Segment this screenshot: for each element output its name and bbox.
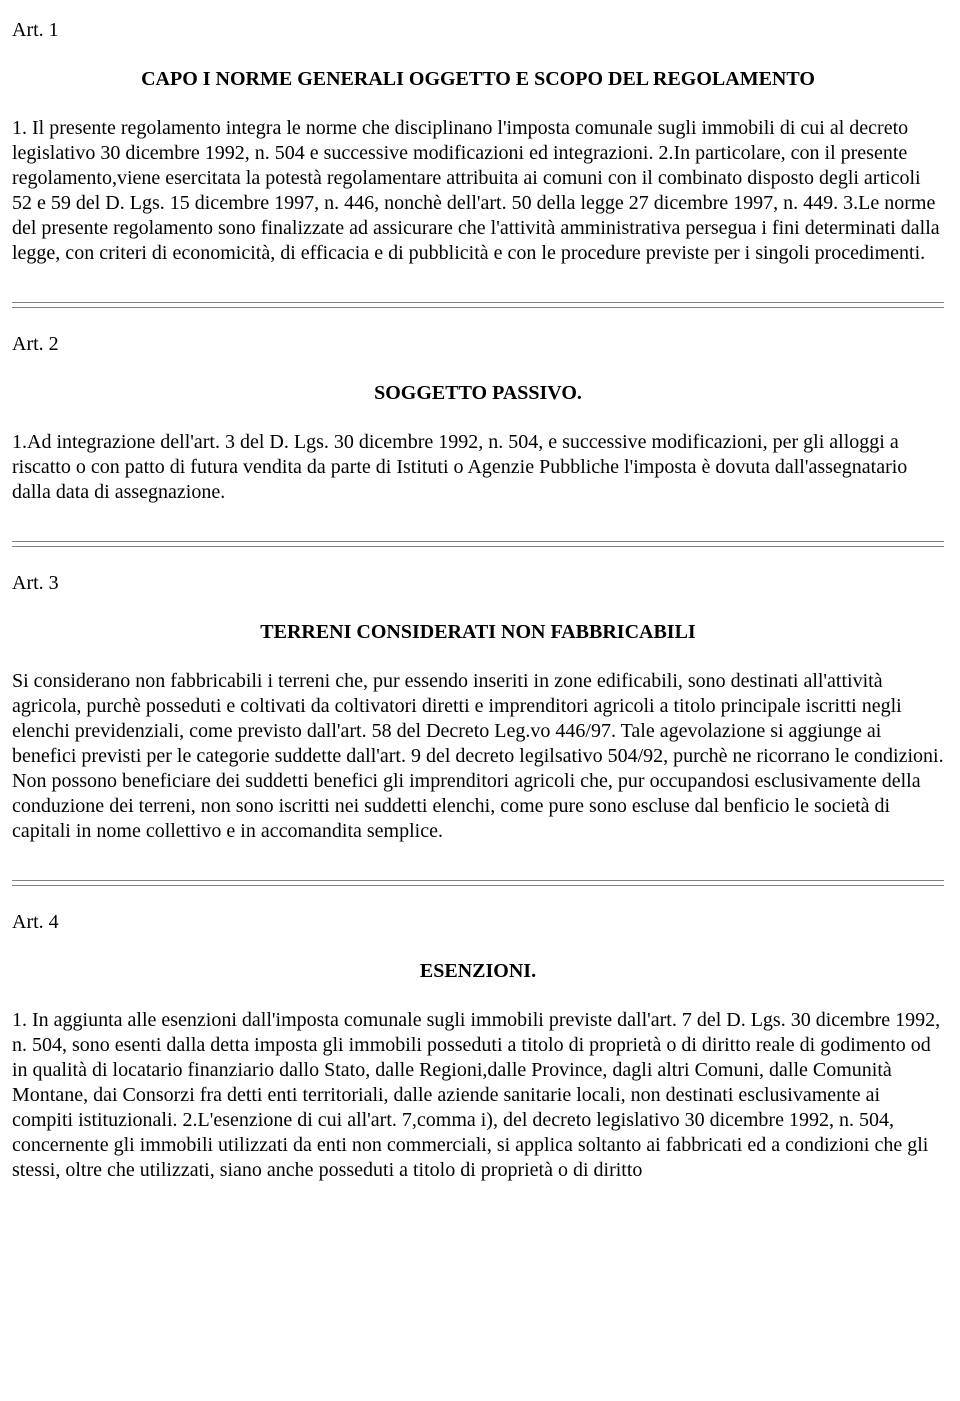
divider-line bbox=[12, 307, 944, 308]
article-2-body: 1.Ad integrazione dell'art. 3 del D. Lgs… bbox=[12, 430, 944, 505]
article-2-title: SOGGETTO PASSIVO. bbox=[12, 381, 944, 406]
article-4-label: Art. 4 bbox=[12, 910, 944, 935]
divider-line bbox=[12, 546, 944, 547]
divider-line bbox=[12, 880, 944, 881]
article-2-label: Art. 2 bbox=[12, 332, 944, 357]
article-4-title: ESENZIONI. bbox=[12, 959, 944, 984]
article-1-body: 1. Il presente regolamento integra le no… bbox=[12, 116, 944, 266]
article-3-title: TERRENI CONSIDERATI NON FABBRICABILI bbox=[12, 620, 944, 645]
article-4-body: 1. In aggiunta alle esenzioni dall'impos… bbox=[12, 1008, 944, 1183]
article-1-label: Art. 1 bbox=[12, 18, 944, 43]
section-divider bbox=[12, 880, 944, 886]
divider-line bbox=[12, 541, 944, 542]
section-divider bbox=[12, 302, 944, 308]
divider-line bbox=[12, 885, 944, 886]
article-3-body: Si considerano non fabbricabili i terren… bbox=[12, 669, 944, 844]
section-divider bbox=[12, 541, 944, 547]
article-1-title: CAPO I NORME GENERALI OGGETTO E SCOPO DE… bbox=[12, 67, 944, 92]
divider-line bbox=[12, 302, 944, 303]
article-3-label: Art. 3 bbox=[12, 571, 944, 596]
